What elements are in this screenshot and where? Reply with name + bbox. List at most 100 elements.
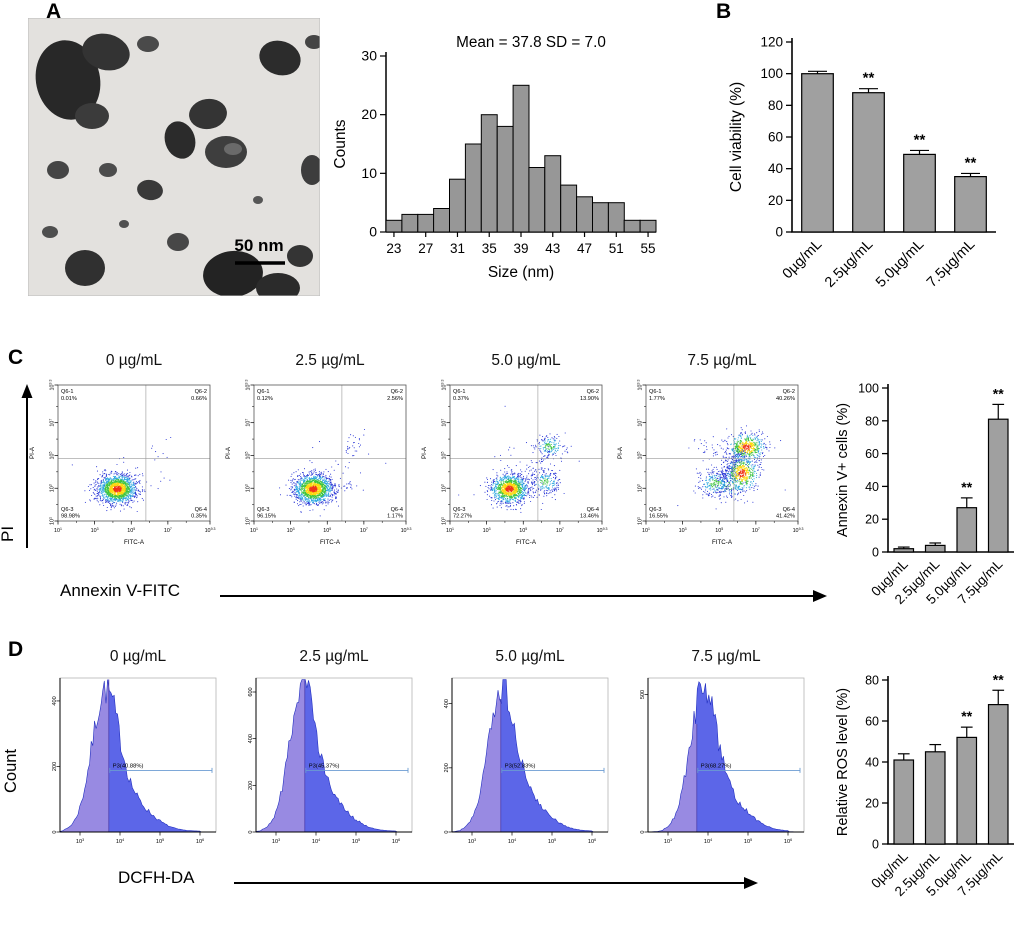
svg-text:105: 105 — [323, 527, 331, 534]
ros-title-2-5ug: 2.5 µg/mL — [299, 648, 369, 665]
svg-text:2.5µg/mL: 2.5µg/mL — [822, 237, 876, 291]
svg-text:0.35%: 0.35% — [191, 514, 207, 520]
svg-text:47: 47 — [577, 241, 592, 256]
svg-text:105: 105 — [48, 451, 55, 459]
svg-text:109.3: 109.3 — [48, 380, 55, 391]
svg-text:39: 39 — [513, 241, 528, 256]
svg-text:101: 101 — [250, 527, 258, 534]
svg-text:109.3: 109.3 — [244, 380, 251, 391]
svg-text:35: 35 — [482, 241, 497, 256]
svg-text:43: 43 — [545, 241, 560, 256]
svg-text:**: ** — [965, 154, 977, 171]
svg-text:Q6-4: Q6-4 — [195, 507, 207, 513]
svg-text:100: 100 — [760, 66, 783, 81]
pi-arrowhead-icon — [21, 384, 33, 398]
svg-text:101: 101 — [54, 527, 62, 534]
dcfh-da-axis-arrow — [234, 877, 758, 889]
svg-text:55: 55 — [641, 241, 656, 256]
nanoparticle-blobs — [35, 33, 320, 296]
svg-text:10: 10 — [361, 165, 377, 181]
svg-text:**: ** — [863, 70, 875, 87]
svg-text:23: 23 — [386, 241, 401, 256]
panel-c-label: C — [8, 346, 24, 369]
svg-text:105: 105 — [244, 451, 251, 459]
svg-text:5.0µg/mL: 5.0µg/mL — [873, 237, 927, 291]
annexin-axis-label: Annexin V-FITC — [60, 581, 180, 600]
svg-text:31: 31 — [450, 241, 465, 256]
svg-text:Q6-3: Q6-3 — [257, 507, 269, 513]
svg-text:60: 60 — [768, 130, 783, 145]
flow-title-0ug: 0 µg/mL — [105, 352, 163, 369]
svg-text:103: 103 — [91, 527, 99, 534]
svg-text:Size (nm): Size (nm) — [488, 264, 554, 281]
cell-viability-bar-chart: 0 20 40 60 80 100 120 0µg/mL ** 2.5µg/mL ** 5.0µg/m… — [728, 35, 996, 291]
svg-text:98.98%: 98.98% — [61, 514, 80, 520]
tem-nanoparticle-image: 50 nm — [28, 18, 320, 296]
svg-text:Q6-4: Q6-4 — [391, 507, 403, 513]
svg-text:7.5µg/mL: 7.5µg/mL — [924, 237, 978, 291]
flow-scatter-7-5ug: 101101103103105105107107109.3109.3Q6-11.… — [617, 380, 803, 546]
svg-text:51: 51 — [609, 241, 624, 256]
svg-text:0µg/mL: 0µg/mL — [780, 237, 826, 283]
flow-scatter-5ug: 101101103103105105107107109.3109.3Q6-10.… — [421, 380, 607, 546]
svg-text:80: 80 — [768, 98, 783, 113]
flow-title-2-5ug: 2.5 µg/mL — [295, 352, 365, 369]
tem-scale-bar-label: 50 nm — [234, 236, 283, 255]
panel-a-label: A — [46, 0, 62, 23]
svg-text:103: 103 — [287, 527, 295, 534]
svg-text:120: 120 — [760, 35, 783, 50]
svg-text:0.66%: 0.66% — [191, 396, 207, 402]
flow-scatter-0ug: 101101103103105105107107109.3109.3Q6-10.… — [29, 380, 216, 546]
svg-text:20: 20 — [768, 193, 783, 208]
svg-text:Q6-2: Q6-2 — [391, 389, 403, 395]
pi-axis-label: PI — [0, 526, 17, 542]
ros-title-0ug: 0 µg/mL — [109, 648, 167, 665]
svg-text:103: 103 — [244, 484, 251, 492]
svg-text:1.17%: 1.17% — [387, 514, 403, 520]
annexin-axis-arrow — [220, 590, 827, 602]
flow-scatter-2-5ug: 101 101 103 103 105 105 107 107 109.3 109.3 Q6-10.… — [225, 380, 412, 546]
svg-text:Q6-1: Q6-1 — [61, 389, 73, 395]
annexin-positive-bar-chart: 0204060801000µg/mL2.5µg/mL**5.0µg/mL**7.… — [835, 382, 1014, 607]
panel-d-label: D — [8, 638, 24, 661]
svg-text:96.15%: 96.15% — [257, 514, 276, 520]
svg-text:109.3: 109.3 — [205, 527, 216, 534]
right-arrowhead-icon — [744, 877, 758, 889]
svg-text:27: 27 — [418, 241, 433, 256]
svg-text:0.12%: 0.12% — [257, 396, 273, 402]
svg-text:20: 20 — [361, 106, 377, 122]
count-axis-label: Count — [2, 749, 20, 793]
svg-text:Cell viability (%): Cell viability (%) — [728, 82, 745, 192]
flow-title-5ug: 5.0 µg/mL — [491, 352, 561, 369]
relative-ros-bar-chart: 0204060800µg/mL2.5µg/mL**5.0µg/mL**7.5µg… — [835, 671, 1014, 899]
svg-text:101: 101 — [244, 517, 251, 525]
svg-text:0: 0 — [369, 224, 377, 240]
svg-text:PI-A: PI-A — [29, 446, 36, 459]
panel-b-label: B — [716, 0, 732, 23]
svg-text:PI-A: PI-A — [225, 446, 232, 459]
svg-text:40: 40 — [768, 161, 783, 176]
svg-text:0.01%: 0.01% — [61, 396, 77, 402]
svg-text:FITC-A: FITC-A — [124, 539, 145, 546]
svg-text:103: 103 — [48, 484, 55, 492]
pi-axis-arrow: PI — [0, 384, 33, 548]
svg-text:Q6-1: Q6-1 — [257, 389, 269, 395]
svg-text:Q6-3: Q6-3 — [61, 507, 73, 513]
right-arrowhead-icon — [813, 590, 827, 602]
svg-text:Q6-2: Q6-2 — [195, 389, 207, 395]
svg-text:107: 107 — [164, 527, 172, 534]
svg-text:2.56%: 2.56% — [387, 396, 403, 402]
size-distribution-histogram: 0 10 20 30 23 27 31 35 39 43 47 51 55 Mean = 37.8 SD … — [332, 34, 657, 281]
svg-text:109.3: 109.3 — [401, 527, 412, 534]
ros-title-7-5ug: 7.5 µg/mL — [691, 648, 761, 665]
svg-text:105: 105 — [127, 527, 135, 534]
dcfh-da-axis-label: DCFH-DA — [118, 868, 195, 887]
svg-text:107: 107 — [48, 419, 55, 427]
svg-text:101: 101 — [48, 517, 55, 525]
svg-text:30: 30 — [361, 48, 377, 64]
